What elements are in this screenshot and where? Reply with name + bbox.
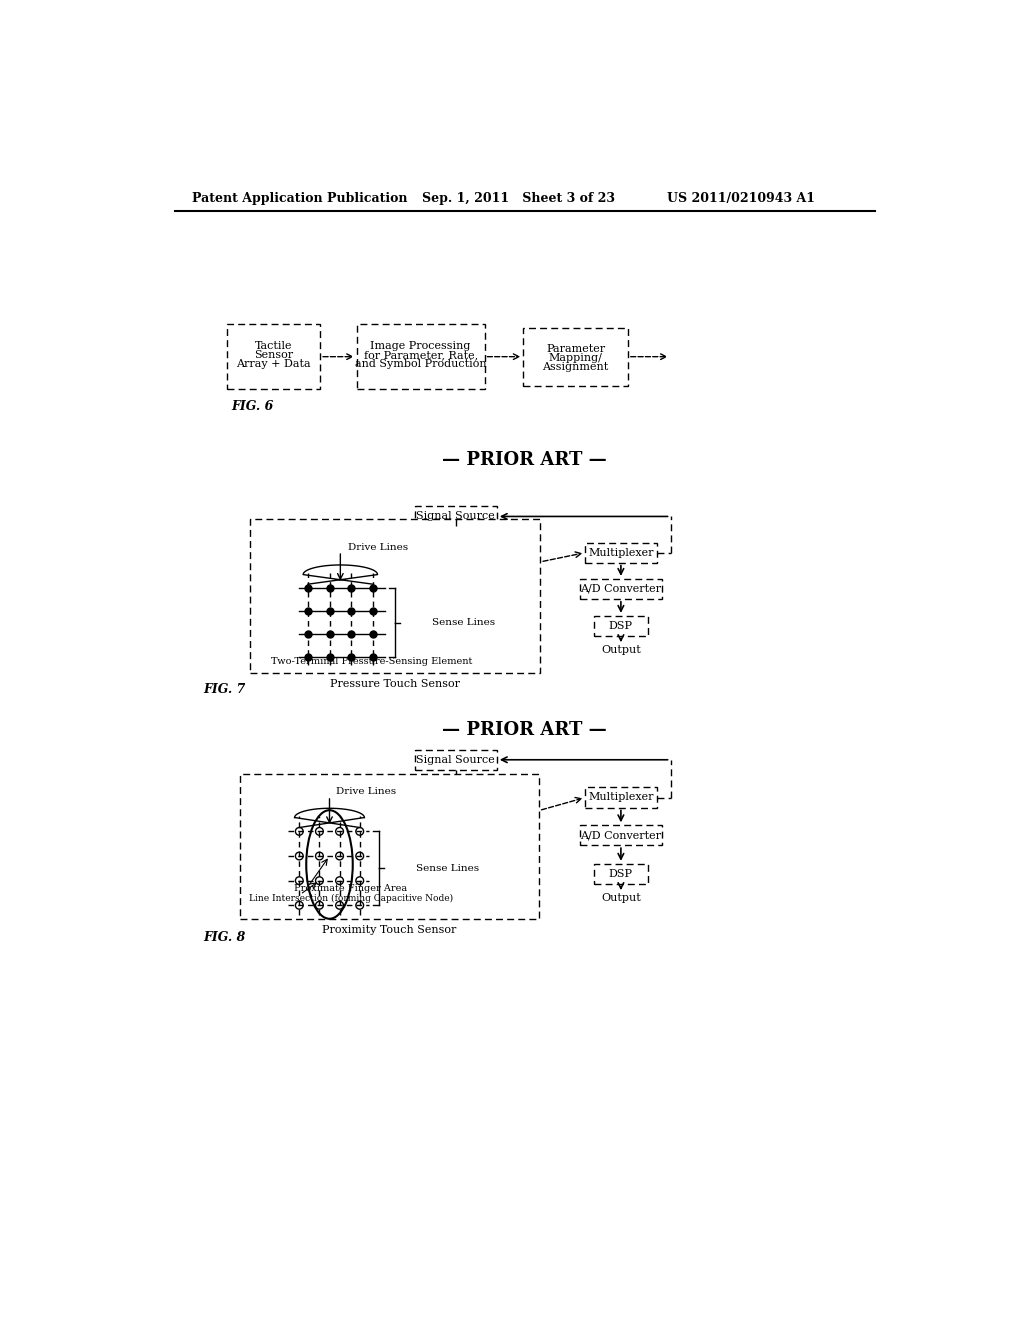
- Bar: [586, 543, 656, 562]
- Bar: [415, 507, 497, 527]
- Text: Output: Output: [601, 644, 641, 655]
- Text: Sense Lines: Sense Lines: [417, 863, 479, 873]
- Text: — PRIOR ART —: — PRIOR ART —: [442, 721, 607, 739]
- Text: Two-Terminal Pressure-Sensing Element: Two-Terminal Pressure-Sensing Element: [271, 657, 472, 667]
- Text: FIG. 8: FIG. 8: [203, 931, 246, 944]
- Bar: [227, 323, 321, 389]
- Bar: [580, 579, 662, 599]
- Text: Drive Lines: Drive Lines: [348, 543, 409, 552]
- Text: Output: Output: [601, 892, 641, 903]
- Text: Patent Application Publication: Patent Application Publication: [191, 191, 408, 205]
- Text: Line Intersection (forming Capacitive Node): Line Intersection (forming Capacitive No…: [249, 894, 453, 903]
- Text: FIG. 7: FIG. 7: [203, 684, 246, 696]
- Bar: [523, 327, 628, 385]
- Bar: [250, 519, 541, 673]
- Text: A/D Converter: A/D Converter: [581, 583, 662, 594]
- Text: Sensor: Sensor: [254, 350, 293, 360]
- Text: Image Processing: Image Processing: [371, 341, 471, 351]
- Text: DSP: DSP: [609, 869, 633, 879]
- Text: Mapping/: Mapping/: [549, 354, 602, 363]
- Text: Array + Data: Array + Data: [237, 359, 311, 370]
- Text: US 2011/0210943 A1: US 2011/0210943 A1: [667, 191, 815, 205]
- Text: Proximity Touch Sensor: Proximity Touch Sensor: [323, 925, 457, 935]
- Text: Parameter: Parameter: [546, 345, 605, 354]
- Bar: [415, 750, 497, 770]
- Text: Pressure Touch Sensor: Pressure Touch Sensor: [330, 678, 460, 689]
- Text: Multiplexer: Multiplexer: [588, 548, 653, 557]
- Bar: [356, 323, 484, 389]
- Text: Signal Source: Signal Source: [417, 511, 496, 521]
- Text: Sep. 1, 2011   Sheet 3 of 23: Sep. 1, 2011 Sheet 3 of 23: [423, 191, 615, 205]
- Bar: [241, 775, 539, 919]
- Bar: [594, 863, 648, 884]
- Text: Signal Source: Signal Source: [417, 755, 496, 764]
- Text: DSP: DSP: [609, 620, 633, 631]
- Bar: [586, 788, 656, 808]
- Text: Drive Lines: Drive Lines: [336, 787, 396, 796]
- Text: Multiplexer: Multiplexer: [588, 792, 653, 803]
- Text: A/D Converter: A/D Converter: [581, 830, 662, 841]
- Bar: [594, 616, 648, 636]
- Text: Sense Lines: Sense Lines: [432, 618, 495, 627]
- Text: for Parameter, Rate,: for Parameter, Rate,: [364, 350, 477, 360]
- Bar: [580, 825, 662, 845]
- Text: — PRIOR ART —: — PRIOR ART —: [442, 451, 607, 469]
- Text: and Symbol Production: and Symbol Production: [354, 359, 486, 370]
- Text: Assignment: Assignment: [543, 363, 608, 372]
- Text: Proximate Finger Area: Proximate Finger Area: [294, 884, 408, 892]
- Text: Tactile: Tactile: [255, 341, 293, 351]
- Text: FIG. 6: FIG. 6: [231, 400, 273, 413]
